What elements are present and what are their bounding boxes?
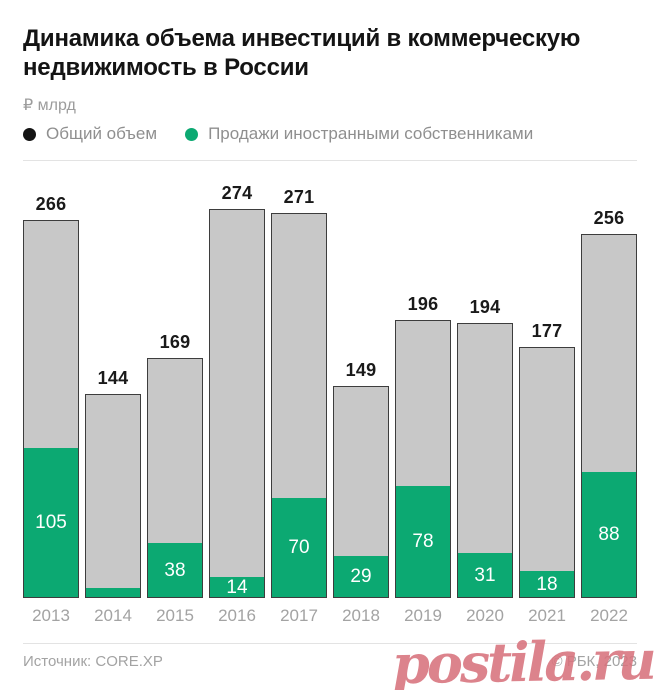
x-tick-label: 2018 [342,606,380,625]
bar-total: 29 [333,386,389,598]
bar-total-label: 266 [35,194,67,214]
bar-total: 31 [457,323,513,598]
x-tick-label: 2017 [280,606,318,625]
copyright-label: © РБК, 2023 [551,653,637,670]
bar-column-2017: 271 70 [271,187,327,598]
bar-foreign-label: 31 [474,564,496,586]
x-tick-label: 2021 [528,606,566,625]
legend-item-total: Общий объем [23,124,157,144]
source-label: Источник: CORE.XP [23,653,163,670]
bar-chart: 266 105 144 169 38 274 14 271 70 149 29 196 78 194 31 1… [23,181,637,598]
bar-foreign: 29 [334,556,388,597]
bar-total: 14 [209,209,265,598]
bar-foreign-label: 29 [350,566,372,587]
bar-column-2021: 177 18 [519,321,575,598]
bar-column-2013: 266 105 [23,194,79,598]
bar-foreign-label: 18 [536,573,558,595]
bar-total: 70 [271,213,327,598]
bar-total-label: 256 [593,208,625,228]
x-tick-label: 2020 [466,606,504,625]
legend-label-foreign: Продажи иностранными собственниками [208,124,534,143]
header-divider [23,160,637,161]
x-tick-label: 2019 [404,606,442,625]
bar-foreign: 105 [24,448,78,597]
legend-item-foreign: Продажи иностранными собственниками [185,124,533,144]
x-tick-label: 2016 [218,606,256,625]
bar-foreign-label: 14 [226,576,248,598]
bar-total-label: 196 [407,294,439,314]
watermark: postila.ru [391,627,655,690]
bar-foreign: 14 [210,577,264,597]
bar-foreign: 70 [272,498,326,597]
bar-foreign-label: 70 [288,537,310,558]
bar-total-label: 194 [469,297,501,317]
bar-total: 78 [395,320,451,598]
bar-foreign: 78 [396,486,450,597]
bar-foreign-label: 78 [412,531,434,552]
bar-total-label: 169 [159,332,191,352]
bar-total: 38 [147,358,203,598]
bar-foreign-label: 105 [35,512,67,533]
bar-total: 88 [581,234,637,598]
bar-foreign: 31 [458,553,512,597]
bar-column-2022: 256 88 [581,208,637,598]
legend-label-total: Общий объем [46,124,158,143]
legend-dot-total-icon [23,127,36,141]
x-axis: 2013 2014 2015 2016 2017 2018 2019 2020 2021 2022 [23,606,637,626]
bar-column-2016: 274 14 [209,183,265,598]
bar-foreign-label: 38 [164,559,186,581]
x-tick-label: 2013 [32,606,70,625]
bar-foreign: 38 [148,543,202,597]
bar-total: 105 [23,220,79,598]
bar-foreign-label: 88 [598,524,620,545]
bar-column-2018: 149 29 [333,360,389,598]
legend-dot-foreign-icon [185,127,199,141]
bar-total-label: 149 [345,360,377,380]
footer-divider [23,643,637,644]
x-tick-label: 2014 [94,606,132,625]
bar-total-label: 271 [283,187,315,207]
unit-label: ₽ млрд [23,97,76,114]
bar-column-2015: 169 38 [147,332,203,598]
bar-column-2019: 196 78 [395,294,451,598]
legend: Общий объем Продажи иностранными собстве… [23,124,637,144]
chart-title: Динамика объема инвестиций в коммерческу… [23,25,581,81]
bar-total-label: 274 [221,183,253,203]
x-tick-label: 2022 [590,606,628,625]
bar-foreign: 18 [520,571,574,597]
bar-total [85,394,141,598]
bar-column-2014: 144 [85,368,141,598]
bar-total-label: 144 [97,368,129,388]
footer: Источник: CORE.XP © РБК, 2023 [23,653,637,670]
x-tick-label: 2015 [156,606,194,625]
bar-foreign: 88 [582,472,636,597]
bar-foreign [86,588,140,597]
bar-total: 18 [519,347,575,598]
bar-total-label: 177 [531,321,563,341]
bar-column-2020: 194 31 [457,297,513,598]
